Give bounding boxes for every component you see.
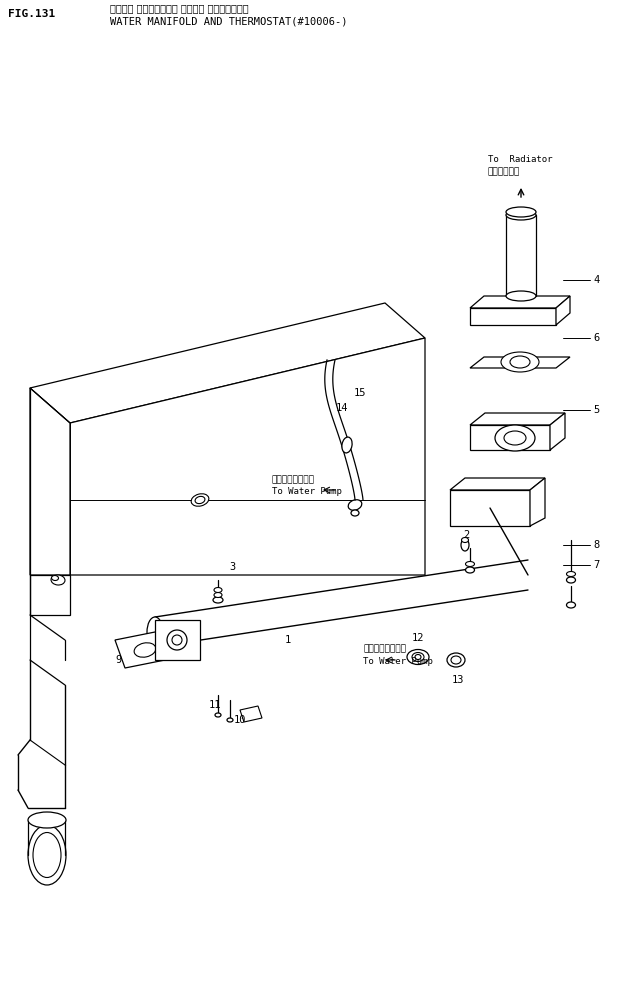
Ellipse shape	[28, 812, 66, 828]
Text: To  Radiator: To Radiator	[488, 155, 552, 164]
Ellipse shape	[33, 833, 61, 878]
Ellipse shape	[461, 539, 469, 551]
Text: 13: 13	[452, 675, 465, 685]
Ellipse shape	[566, 602, 576, 608]
Ellipse shape	[501, 352, 539, 372]
Ellipse shape	[566, 572, 576, 577]
Polygon shape	[470, 357, 570, 368]
Polygon shape	[155, 620, 200, 660]
Text: 4: 4	[593, 275, 599, 285]
Ellipse shape	[134, 643, 156, 657]
Text: 8: 8	[593, 540, 599, 550]
Ellipse shape	[348, 500, 362, 510]
Text: 9: 9	[115, 655, 121, 665]
Polygon shape	[30, 388, 70, 575]
Ellipse shape	[407, 649, 429, 665]
Polygon shape	[70, 338, 425, 575]
Polygon shape	[556, 296, 570, 325]
Text: ウォータポンプヘ: ウォータポンプヘ	[272, 475, 315, 484]
Text: WATER MANIFOLD AND THERMOSTAT(#10006-): WATER MANIFOLD AND THERMOSTAT(#10006-)	[110, 17, 348, 27]
Ellipse shape	[214, 592, 222, 597]
Polygon shape	[115, 630, 175, 668]
Text: 5: 5	[593, 405, 599, 415]
Polygon shape	[470, 308, 556, 325]
Text: 14: 14	[336, 403, 348, 413]
Ellipse shape	[172, 635, 182, 645]
Ellipse shape	[466, 567, 475, 573]
Ellipse shape	[215, 713, 221, 717]
Text: To Water Pump: To Water Pump	[363, 656, 433, 666]
Text: 11: 11	[209, 700, 221, 710]
Ellipse shape	[147, 617, 163, 647]
Text: FIG.131: FIG.131	[8, 9, 55, 19]
Text: ラジエータヘ: ラジエータヘ	[488, 168, 520, 177]
Ellipse shape	[191, 494, 209, 506]
Ellipse shape	[213, 597, 223, 603]
Polygon shape	[470, 296, 570, 308]
Polygon shape	[30, 575, 70, 615]
Ellipse shape	[510, 356, 530, 368]
Ellipse shape	[506, 210, 536, 220]
Text: 15: 15	[354, 388, 367, 398]
Ellipse shape	[412, 652, 424, 661]
Ellipse shape	[195, 496, 205, 504]
Text: 6: 6	[593, 333, 599, 343]
Text: To Water Pump: To Water Pump	[272, 487, 342, 496]
Ellipse shape	[28, 825, 66, 885]
Ellipse shape	[495, 425, 535, 451]
Ellipse shape	[227, 718, 233, 722]
Text: 2: 2	[464, 530, 470, 540]
Ellipse shape	[415, 654, 421, 659]
Ellipse shape	[214, 587, 222, 592]
Ellipse shape	[51, 576, 59, 580]
Ellipse shape	[342, 437, 352, 453]
Ellipse shape	[447, 653, 465, 667]
Polygon shape	[550, 413, 565, 450]
Ellipse shape	[451, 656, 461, 664]
Text: 7: 7	[593, 560, 599, 570]
Text: ウォータポンプヘ: ウォータポンプヘ	[363, 644, 406, 653]
Polygon shape	[450, 490, 530, 526]
Ellipse shape	[504, 431, 526, 445]
Ellipse shape	[351, 510, 359, 516]
Text: 1: 1	[285, 635, 291, 645]
Polygon shape	[470, 413, 565, 425]
Polygon shape	[240, 706, 262, 722]
Ellipse shape	[461, 538, 468, 543]
Ellipse shape	[51, 575, 65, 585]
Ellipse shape	[167, 630, 187, 650]
Text: ウォータ マニホールドゝ およびゝ サーモスタット: ウォータ マニホールドゝ およびゝ サーモスタット	[110, 3, 248, 13]
Text: 3: 3	[229, 562, 235, 572]
Polygon shape	[30, 303, 425, 423]
Text: 10: 10	[234, 715, 246, 725]
Text: 12: 12	[412, 633, 424, 643]
Polygon shape	[470, 425, 550, 450]
Ellipse shape	[566, 577, 576, 583]
Ellipse shape	[466, 562, 475, 567]
Polygon shape	[450, 478, 545, 490]
Polygon shape	[530, 478, 545, 526]
Ellipse shape	[506, 291, 536, 301]
Ellipse shape	[506, 207, 536, 217]
